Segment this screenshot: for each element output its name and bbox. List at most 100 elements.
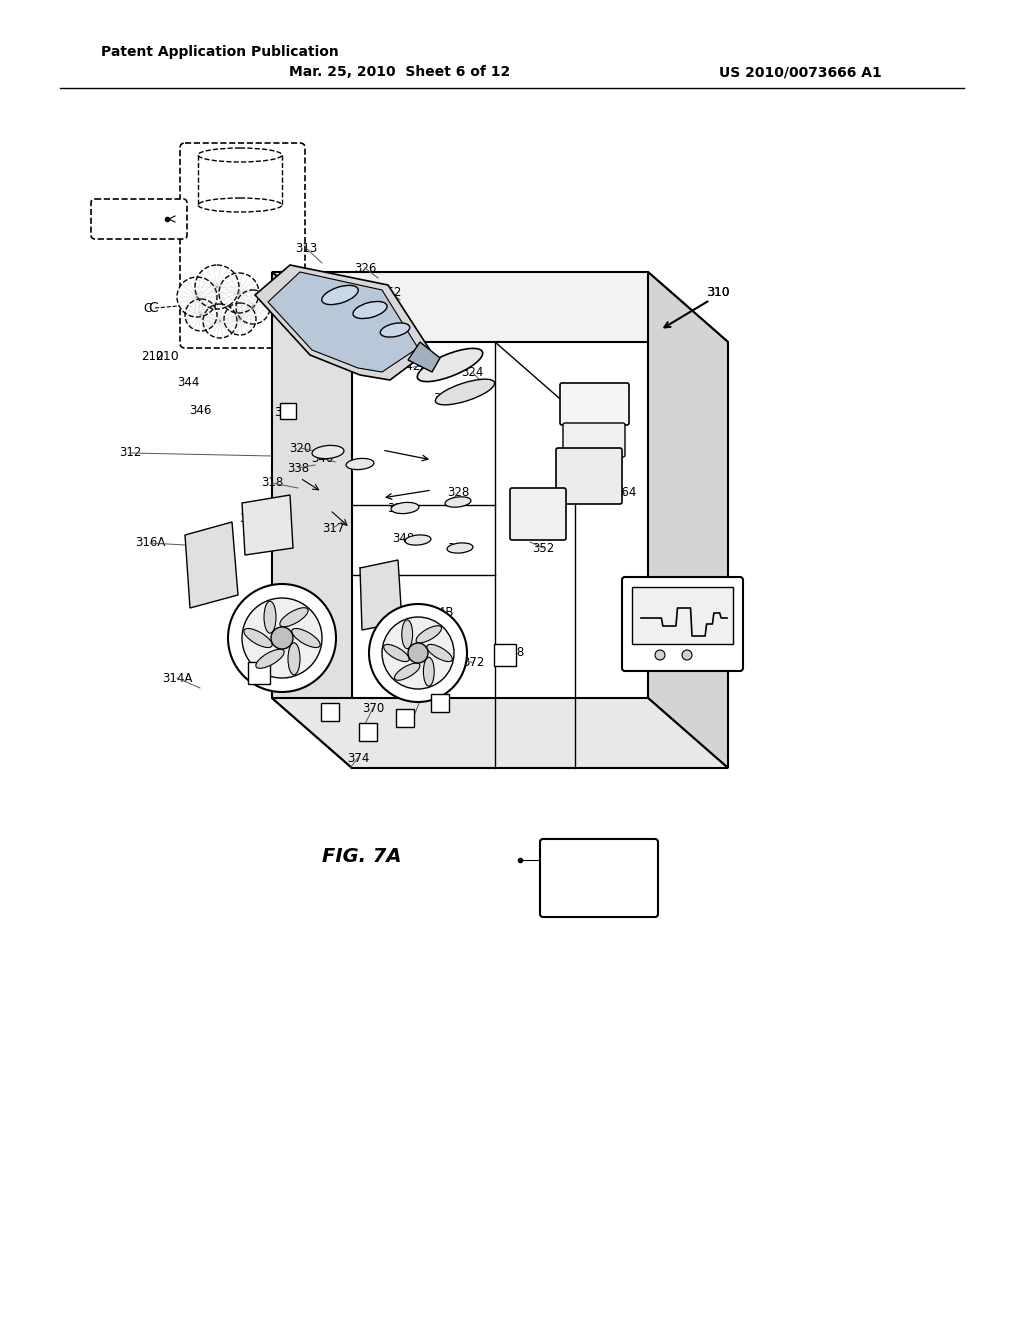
Text: 310: 310 xyxy=(707,286,729,300)
Circle shape xyxy=(655,649,665,660)
Text: Patent Application Publication: Patent Application Publication xyxy=(101,45,339,59)
Bar xyxy=(431,694,449,711)
Bar xyxy=(494,644,516,667)
Polygon shape xyxy=(268,272,418,372)
FancyBboxPatch shape xyxy=(556,447,622,504)
Ellipse shape xyxy=(244,628,272,648)
Text: 364: 364 xyxy=(613,487,636,499)
Ellipse shape xyxy=(445,496,471,507)
Circle shape xyxy=(195,265,239,309)
Circle shape xyxy=(224,304,256,335)
Circle shape xyxy=(271,627,293,649)
Text: C: C xyxy=(144,301,153,314)
Text: 380: 380 xyxy=(412,686,434,700)
Text: 368: 368 xyxy=(629,602,651,615)
Ellipse shape xyxy=(391,503,419,513)
Text: 354: 354 xyxy=(562,417,584,429)
Ellipse shape xyxy=(423,657,434,686)
Text: 342A: 342A xyxy=(397,360,428,374)
Text: 317: 317 xyxy=(322,521,344,535)
Text: FIG. 7A: FIG. 7A xyxy=(323,847,401,866)
Text: W: W xyxy=(219,298,238,315)
Polygon shape xyxy=(242,495,293,554)
Ellipse shape xyxy=(447,543,473,553)
Text: 313: 313 xyxy=(295,242,317,255)
Circle shape xyxy=(203,304,237,338)
Text: US 2010/0073666 A1: US 2010/0073666 A1 xyxy=(719,65,882,79)
Text: 378: 378 xyxy=(502,647,524,660)
Circle shape xyxy=(185,300,217,331)
Text: 330: 330 xyxy=(446,541,469,554)
Ellipse shape xyxy=(312,445,344,458)
Polygon shape xyxy=(272,272,352,768)
Text: 382: 382 xyxy=(582,866,604,879)
Ellipse shape xyxy=(384,644,410,661)
Text: 344: 344 xyxy=(177,376,200,389)
Circle shape xyxy=(236,290,270,323)
Ellipse shape xyxy=(198,148,282,162)
Polygon shape xyxy=(360,560,402,630)
Text: 318: 318 xyxy=(261,477,283,490)
Bar xyxy=(280,403,296,418)
Ellipse shape xyxy=(406,535,431,545)
Text: 326: 326 xyxy=(354,261,376,275)
Ellipse shape xyxy=(380,323,410,337)
Text: 376: 376 xyxy=(256,661,279,675)
Text: 366: 366 xyxy=(273,407,296,420)
Ellipse shape xyxy=(401,620,413,648)
Text: 316B: 316B xyxy=(356,566,387,579)
Bar xyxy=(321,704,339,721)
Text: 110: 110 xyxy=(114,213,142,226)
Ellipse shape xyxy=(256,649,285,668)
Text: 210: 210 xyxy=(155,351,179,363)
Text: 210: 210 xyxy=(141,351,163,363)
Text: Mar. 25, 2010  Sheet 6 of 12: Mar. 25, 2010 Sheet 6 of 12 xyxy=(290,65,511,79)
Ellipse shape xyxy=(198,198,282,213)
Text: 312: 312 xyxy=(119,446,141,459)
Text: 314A: 314A xyxy=(162,672,193,685)
Circle shape xyxy=(369,605,467,702)
Ellipse shape xyxy=(418,348,482,381)
Ellipse shape xyxy=(264,601,276,634)
Text: 332: 332 xyxy=(570,462,593,474)
Text: 336: 336 xyxy=(241,616,263,630)
Bar xyxy=(248,663,270,684)
Text: 340: 340 xyxy=(311,451,333,465)
Text: 314B: 314B xyxy=(423,606,454,619)
Text: 324: 324 xyxy=(461,366,483,379)
Circle shape xyxy=(228,583,336,692)
Ellipse shape xyxy=(346,458,374,470)
Text: 338: 338 xyxy=(287,462,309,474)
Text: 110: 110 xyxy=(119,209,141,222)
Text: 316A: 316A xyxy=(135,536,165,549)
Text: 346: 346 xyxy=(188,404,211,417)
Circle shape xyxy=(177,277,217,317)
Polygon shape xyxy=(255,265,430,380)
FancyBboxPatch shape xyxy=(540,840,658,917)
Circle shape xyxy=(408,643,428,663)
FancyBboxPatch shape xyxy=(563,422,625,457)
Ellipse shape xyxy=(435,379,495,405)
Polygon shape xyxy=(185,521,238,609)
Polygon shape xyxy=(272,698,728,768)
Text: 374: 374 xyxy=(347,751,370,764)
Ellipse shape xyxy=(427,644,453,661)
FancyBboxPatch shape xyxy=(560,383,629,425)
Text: 310: 310 xyxy=(707,286,730,300)
FancyBboxPatch shape xyxy=(632,587,733,644)
Circle shape xyxy=(219,273,259,313)
Ellipse shape xyxy=(292,628,321,648)
Ellipse shape xyxy=(353,301,387,318)
Text: 372: 372 xyxy=(462,656,484,669)
Bar xyxy=(396,709,414,727)
Text: 356: 356 xyxy=(571,396,594,409)
Polygon shape xyxy=(648,272,728,768)
FancyBboxPatch shape xyxy=(510,488,566,540)
Text: 334: 334 xyxy=(239,511,261,524)
Ellipse shape xyxy=(322,285,358,305)
Ellipse shape xyxy=(394,663,420,680)
Text: 370: 370 xyxy=(361,701,384,714)
FancyBboxPatch shape xyxy=(91,199,187,239)
Text: 362: 362 xyxy=(379,286,401,300)
Text: 352: 352 xyxy=(531,541,554,554)
